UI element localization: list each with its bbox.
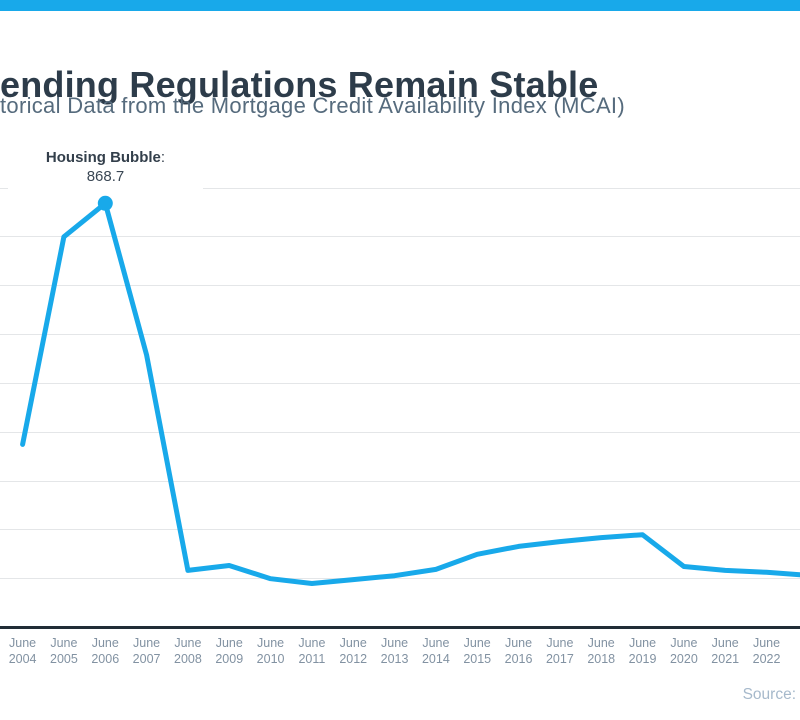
annotation-value: 868.7: [86, 168, 125, 185]
x-axis-tick-labels: June 2004 June 2005 June 2006 June 2007 June 2008…: [0, 636, 800, 670]
x-tick-label: June 2007: [132, 636, 161, 666]
mcai-line: [20, 200, 800, 586]
x-axis-line: [0, 626, 800, 629]
gridline: [0, 529, 800, 531]
x-tick-label: June 2017: [545, 636, 574, 666]
gridline: [0, 187, 800, 189]
x-tick-label: June 2021: [711, 636, 740, 666]
x-tick-label: June 2010: [256, 636, 285, 666]
x-tick-label: June 2005: [50, 636, 78, 666]
x-tick-label: June 2014: [421, 636, 450, 666]
gridline: [0, 236, 800, 238]
gridline: [0, 285, 800, 287]
gridline: [0, 382, 800, 384]
x-tick-label: June 2008: [174, 636, 202, 666]
x-tick-label: June 2013: [380, 636, 409, 666]
x-tick-label: June 2004: [8, 636, 37, 666]
page-subtitle: torical Data from the Mortgage Credit Av…: [0, 93, 625, 118]
gridline: [0, 334, 800, 335]
x-tick-label: June 2015: [463, 636, 492, 666]
top-accent-bar: [0, 0, 800, 11]
gridline: [0, 431, 800, 433]
gridline: [0, 578, 800, 580]
x-tick-label: June 2018: [587, 636, 616, 666]
x-tick-label: June 2009: [215, 636, 244, 666]
x-tick-label: June 2016: [504, 636, 533, 666]
x-tick-label: June 2011: [298, 636, 326, 666]
page-title: ending Regulations Remain Stable: [0, 64, 599, 106]
x-tick-label: June 2012: [339, 636, 368, 666]
x-tick-label: June 2019: [628, 636, 657, 666]
source-caption: Source:: [742, 686, 796, 703]
x-tick-label: June 2022: [752, 636, 781, 666]
annotation-label: Housing Bubble:: [45, 149, 166, 166]
gridline: [0, 480, 800, 482]
x-tick-label: June 2006: [91, 636, 120, 666]
peak-marker-dot: [97, 195, 113, 211]
housing-bubble-annotation: Housing Bubble: 868.7: [8, 149, 203, 189]
x-tick-label: June 2020: [669, 636, 698, 666]
